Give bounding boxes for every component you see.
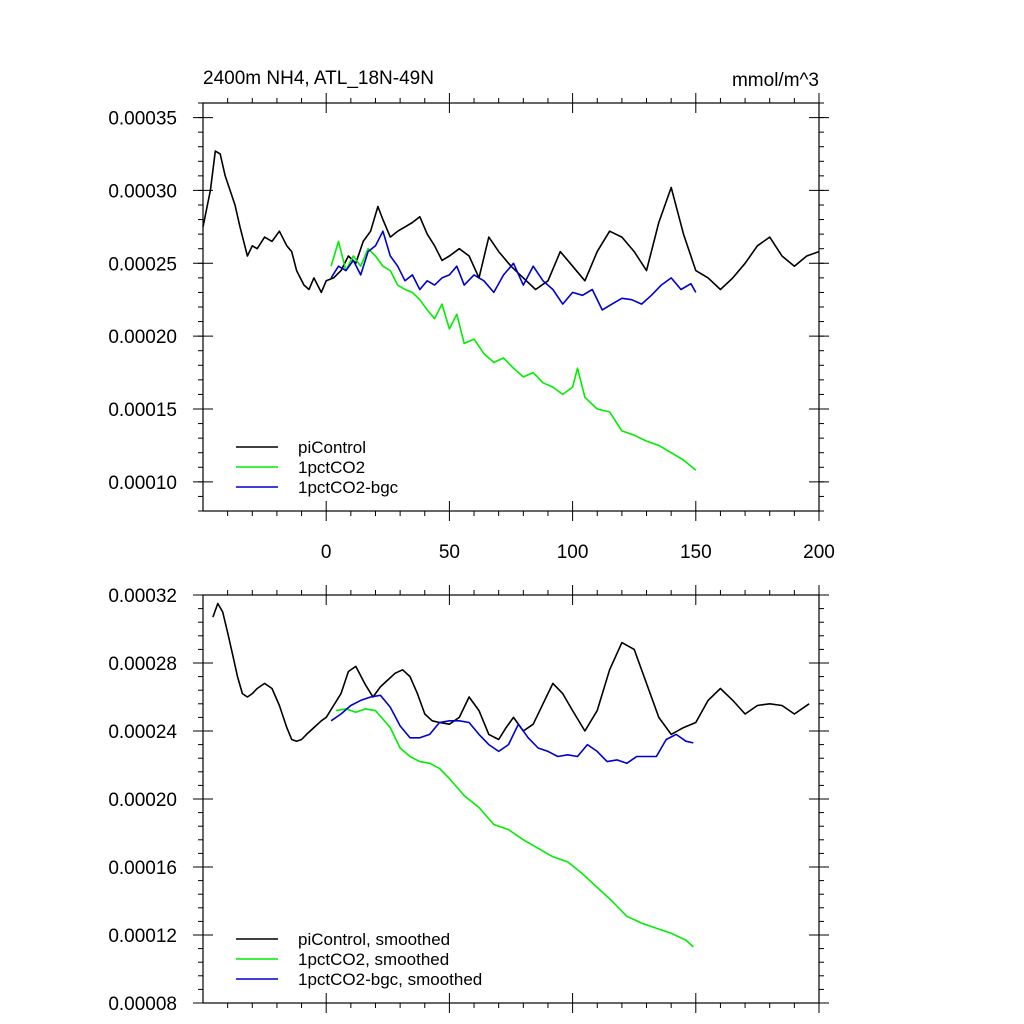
legend-label: 1pctCO2 <box>298 458 365 477</box>
series-line-picontrol <box>202 150 820 294</box>
top-chart-title: 2400m NH4, ATL_18N-49N <box>203 68 434 89</box>
y-tick-label: 0.00035 <box>108 109 177 130</box>
y-tick-label: 0.00030 <box>108 181 177 202</box>
legend-label: piControl <box>298 438 366 457</box>
bottom-plot-frame <box>202 594 820 1004</box>
y-tick-label: 0.00025 <box>108 254 177 275</box>
y-tick-label: 0.00016 <box>108 858 177 879</box>
legend-label: 1pctCO2, smoothed <box>298 950 449 969</box>
legend-label: 1pctCO2-bgc <box>298 478 399 497</box>
x-tick-label: 150 <box>680 542 712 563</box>
top-series <box>202 150 820 471</box>
y-tick-label: 0.00012 <box>108 926 177 947</box>
legend-label: piControl, smoothed <box>298 930 450 949</box>
bottom-ticks: 0.00008 0.00012 0.00016 0.00020 0.00024 0.000… <box>108 585 829 1015</box>
legend-label: 1pctCO2-bgc, smoothed <box>298 970 482 989</box>
series-line-1pctco2-bgc-smoothed <box>330 694 694 765</box>
y-tick-label: 0.00020 <box>108 327 177 348</box>
top-ticks: 0 50 100 150 200 0.00010 0.00015 0.00020 0.00025… <box>108 93 835 563</box>
series-line-1pctco2-bgc <box>330 230 697 311</box>
x-tick-label: 200 <box>803 542 835 563</box>
y-tick-label: 0.00020 <box>108 790 177 811</box>
top-chart-units: mmol/m^3 <box>732 70 819 91</box>
top-panel: 2400m NH4, ATL_18N-49N mmol/m^3 0 50 100 15… <box>108 68 835 563</box>
bottom-series <box>212 602 810 948</box>
x-tick-label: 50 <box>439 542 460 563</box>
bottom-panel: 0.00008 0.00012 0.00016 0.00020 0.00024 0.000… <box>108 585 829 1015</box>
y-tick-label: 0.00032 <box>108 586 177 607</box>
y-tick-label: 0.00010 <box>108 473 177 494</box>
x-tick-label: 100 <box>557 542 589 563</box>
top-plot-frame <box>202 102 820 512</box>
y-tick-label: 0.00008 <box>108 994 177 1015</box>
y-tick-label: 0.00015 <box>108 400 177 421</box>
series-line-1pctco2-smoothed <box>335 708 694 948</box>
y-tick-label: 0.00028 <box>108 654 177 675</box>
series-line-picontrol-smoothed <box>212 602 810 743</box>
y-tick-label: 0.00024 <box>108 722 177 743</box>
x-tick-label: 0 <box>321 542 332 563</box>
series-line-1pctco2 <box>330 240 697 471</box>
